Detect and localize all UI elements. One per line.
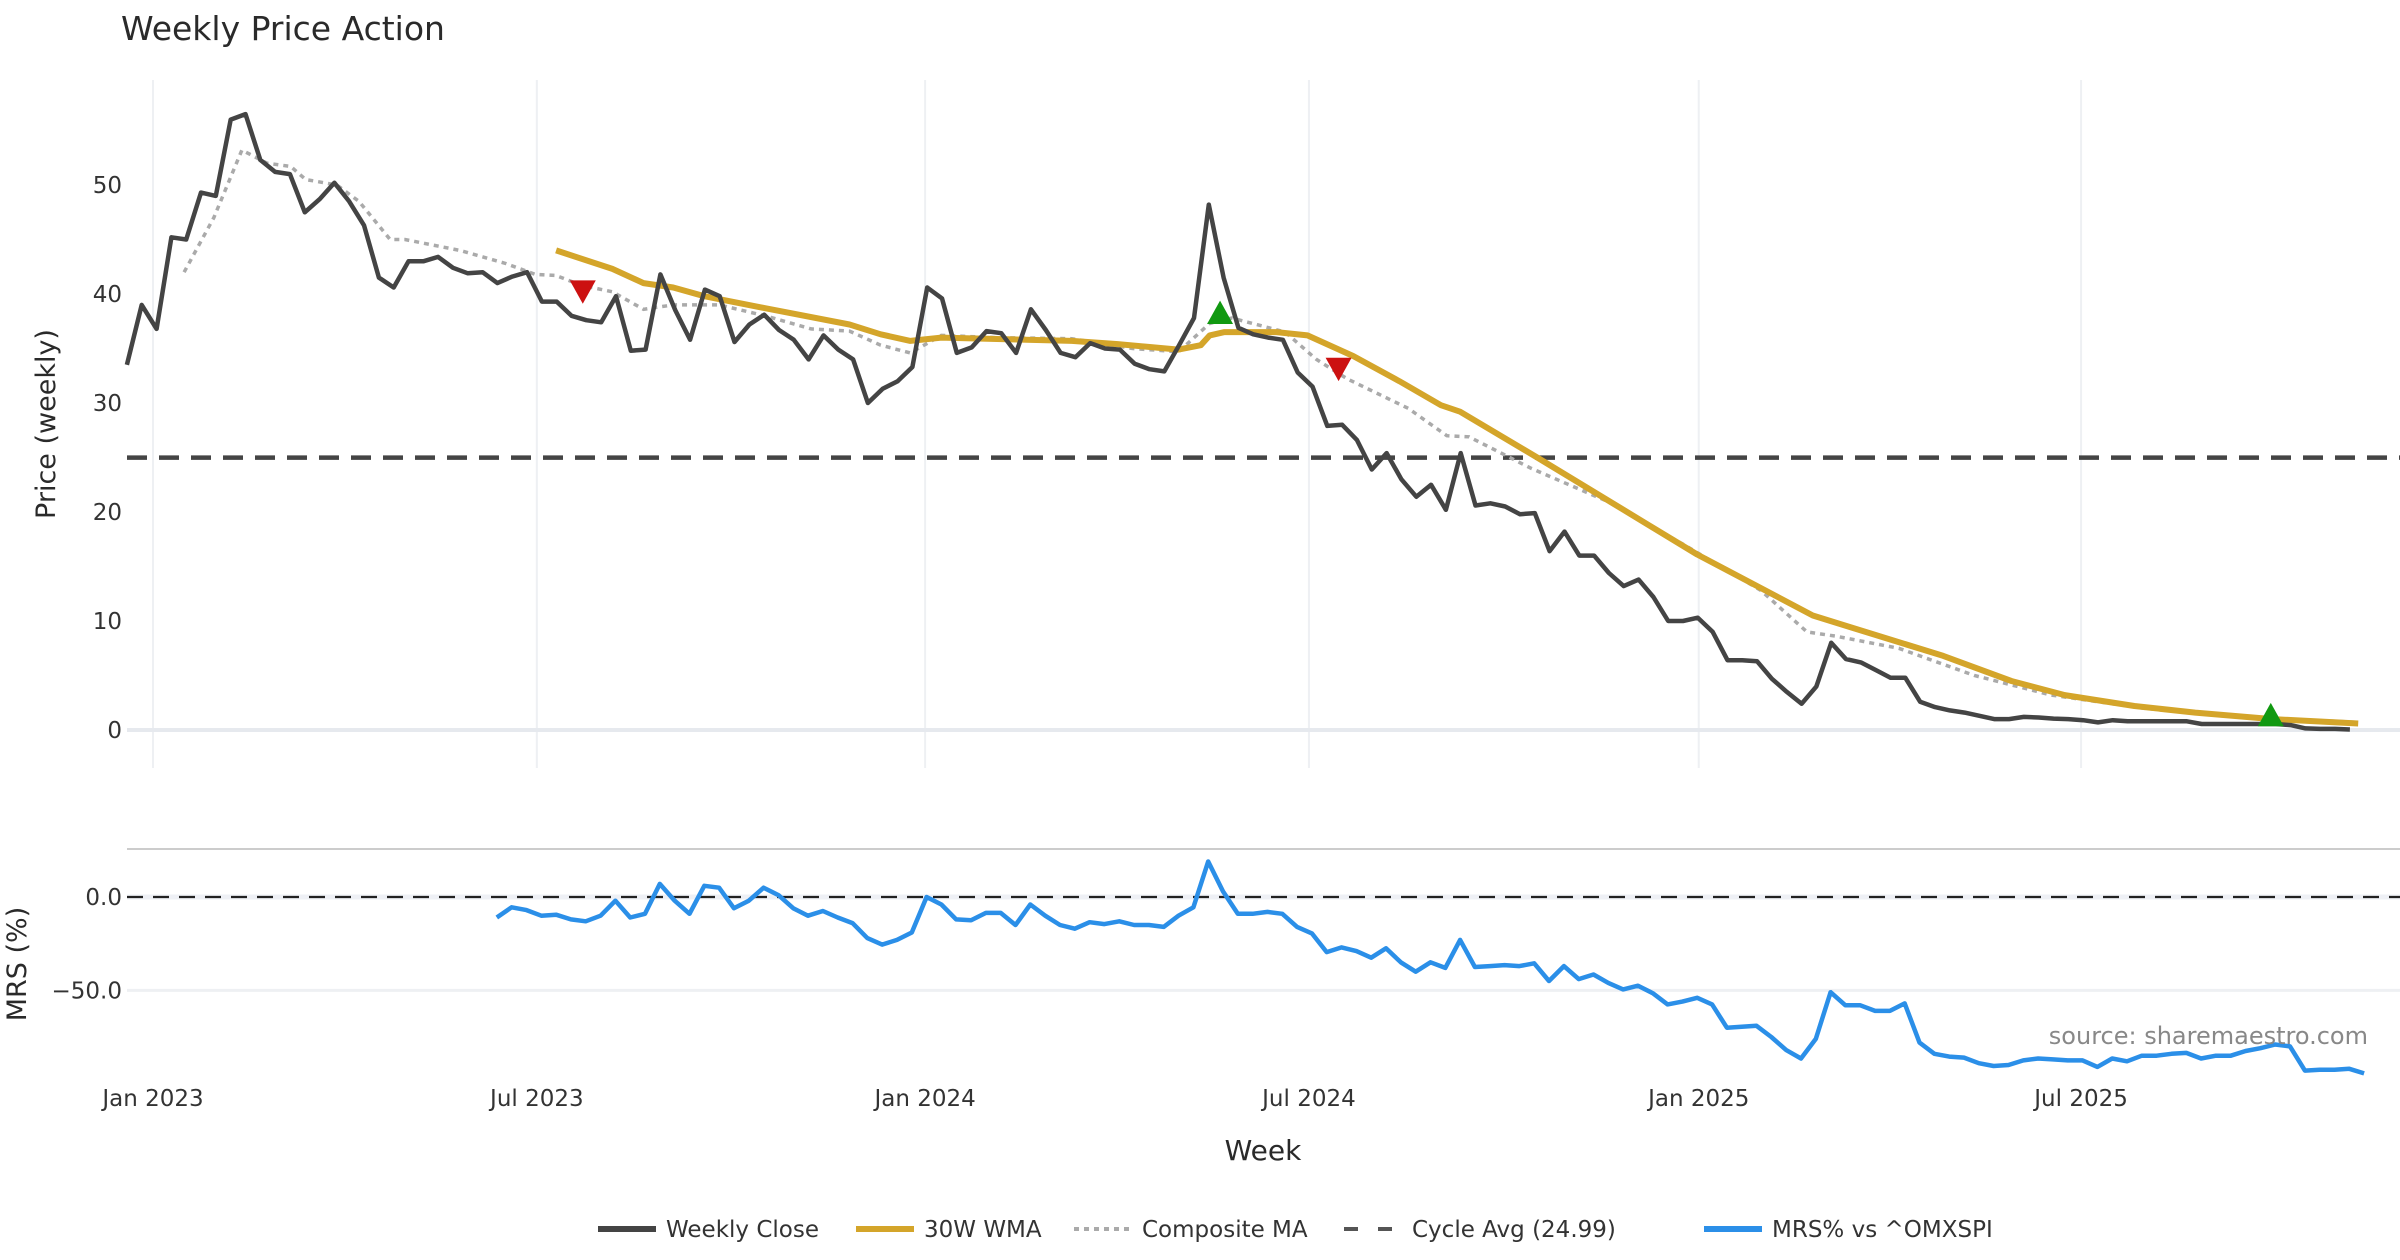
legend-item: MRS% vs ^OMXSPI (1704, 1217, 1993, 1243)
axis-ticks: Jan 2023 Jul 2023 Jan 2024 Jul 2024 Jan 2025… (52, 173, 2128, 1112)
x-tick-label: Jan 2024 (872, 1086, 975, 1112)
buy-signal-marker (1207, 300, 1234, 325)
composite-ma-line (182, 147, 2359, 725)
legend-item: Weekly Close (598, 1217, 819, 1243)
x-tick-label: Jul 2024 (1260, 1086, 1356, 1112)
legend: Weekly Close 30W WMA Composite MA Cycle Avg… (598, 1217, 1993, 1243)
sell-signal-marker (569, 280, 596, 304)
legend-label: Cycle Avg (24.99) (1412, 1217, 1616, 1243)
mrs-grid (127, 894, 2400, 992)
legend-item: Composite MA (1074, 1217, 1308, 1243)
mrs-series (495, 859, 2365, 1076)
price-y-tick-label: 50 (93, 173, 122, 199)
price-series (124, 111, 2400, 732)
legend-label: Weekly Close (666, 1217, 819, 1243)
mrs-y-tick-label: 0.0 (85, 885, 122, 911)
wma30-line (555, 247, 2359, 727)
mrs-y-tick-label: −50.0 (52, 978, 122, 1004)
x-axis-label: Week (1225, 1134, 1302, 1167)
chart-title: Weekly Price Action (121, 9, 445, 48)
x-tick-label: Jan 2023 (100, 1086, 203, 1112)
legend-label: MRS% vs ^OMXSPI (1772, 1217, 1993, 1243)
x-tick-label: Jul 2025 (2032, 1086, 2128, 1112)
price-y-tick-label: 0 (107, 718, 122, 744)
legend-item: 30W WMA (856, 1217, 1042, 1243)
mrs-line (495, 859, 2365, 1076)
price-y-tick-label: 10 (93, 609, 122, 635)
weekly-close-line (124, 111, 2350, 732)
price-y-axis-label: Price (weekly) (31, 329, 62, 519)
buy-signal-marker (2257, 702, 2284, 727)
legend-label: Composite MA (1142, 1217, 1308, 1243)
x-tick-label: Jul 2023 (488, 1086, 584, 1112)
mrs-y-axis-label: MRS (%) (2, 907, 33, 1022)
price-y-tick-label: 20 (93, 500, 122, 526)
price-grid (127, 80, 2400, 768)
price-y-tick-label: 30 (93, 391, 122, 417)
sell-signal-marker (1325, 357, 1352, 382)
price-y-tick-label: 40 (93, 282, 122, 308)
legend-item: Cycle Avg (24.99) (1344, 1217, 1616, 1243)
x-tick-label: Jan 2025 (1646, 1086, 1749, 1112)
legend-label: 30W WMA (924, 1217, 1042, 1243)
source-annotation: source: sharemaestro.com (2049, 1022, 2368, 1050)
